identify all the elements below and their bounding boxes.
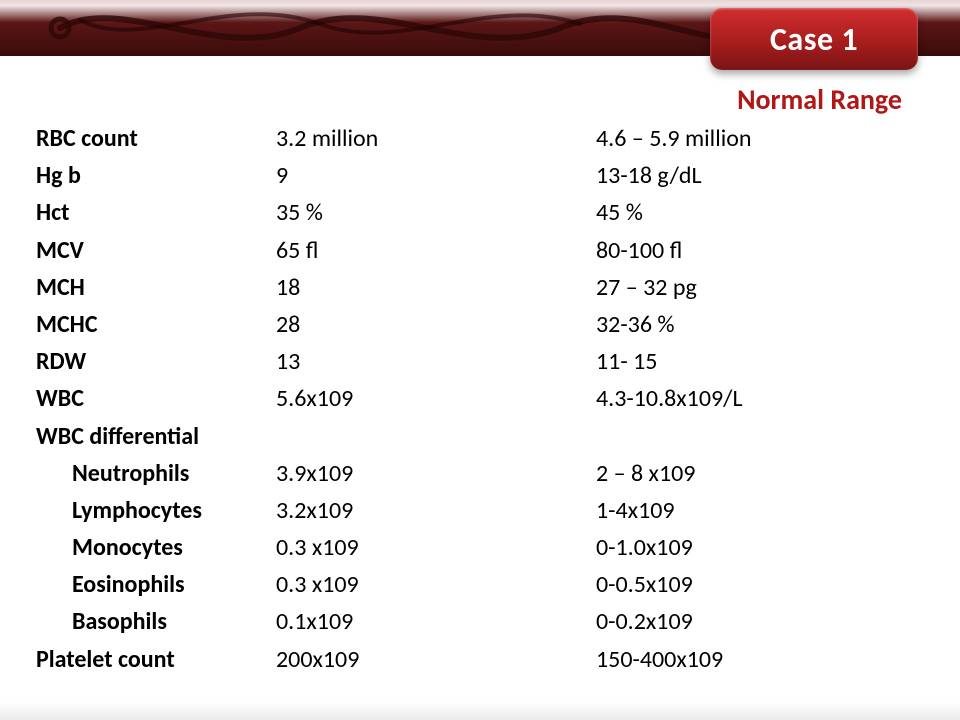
row-label: Monocytes	[36, 529, 276, 566]
table-row: MCH1827 – 32 pg	[36, 269, 924, 306]
case-title-badge: Case 1	[710, 8, 918, 70]
row-label: Platelet count	[36, 641, 276, 678]
row-normal-range: 150-400x109	[556, 641, 924, 678]
row-normal-range: 32-36 %	[556, 306, 924, 343]
row-value: 3.9x109	[276, 455, 556, 492]
row-value: 5.6x109	[276, 380, 556, 417]
row-label: Lymphocytes	[36, 492, 276, 529]
row-label: MCH	[36, 269, 276, 306]
table-row: Basophils0.1x1090-0.2x109	[36, 603, 924, 640]
row-label: RBC count	[36, 120, 276, 157]
row-value: 0.3 x109	[276, 529, 556, 566]
row-label: Basophils	[36, 603, 276, 640]
row-normal-range: 4.6 – 5.9 million	[556, 120, 924, 157]
row-label: Hct	[36, 194, 276, 231]
row-label: Hg b	[36, 157, 276, 194]
row-label: MCV	[36, 232, 276, 269]
row-normal-range: 11- 15	[556, 343, 924, 380]
row-value: 13	[276, 343, 556, 380]
table-row: RDW1311- 15	[36, 343, 924, 380]
row-value: 9	[276, 157, 556, 194]
row-value: 0.3 x109	[276, 566, 556, 603]
table-row: Platelet count200x109150-400x109	[36, 641, 924, 678]
table-row: MCV65 fl80-100 fl	[36, 232, 924, 269]
case-title-text: Case 1	[770, 20, 858, 59]
table-row: Monocytes0.3 x1090-1.0x109	[36, 529, 924, 566]
normal-range-header: Normal Range	[737, 82, 902, 117]
table-row: Hg b913-18 g/dL	[36, 157, 924, 194]
table-row: RBC count3.2 million4.6 – 5.9 million	[36, 120, 924, 157]
row-value: 200x109	[276, 641, 556, 678]
row-value: 28	[276, 306, 556, 343]
row-normal-range: 2 – 8 x109	[556, 455, 924, 492]
row-normal-range: 0-1.0x109	[556, 529, 924, 566]
row-normal-range: 4.3-10.8x109/L	[556, 380, 924, 417]
row-label: MCHC	[36, 306, 276, 343]
row-label: Eosinophils	[36, 566, 276, 603]
row-label: RDW	[36, 343, 276, 380]
row-normal-range: 13-18 g/dL	[556, 157, 924, 194]
row-normal-range: 1-4x109	[556, 492, 924, 529]
row-label: Neutrophils	[36, 455, 276, 492]
table-row: Eosinophils0.3 x1090-0.5x109	[36, 566, 924, 603]
row-value: 35 %	[276, 194, 556, 231]
row-normal-range: 80-100 fl	[556, 232, 924, 269]
table-row: Lymphocytes3.2x1091-4x109	[36, 492, 924, 529]
row-value: 0.1x109	[276, 603, 556, 640]
table-row: WBC differential	[36, 418, 924, 455]
table-row: MCHC2832-36 %	[36, 306, 924, 343]
table-row: WBC5.6x1094.3-10.8x109/L	[36, 380, 924, 417]
row-normal-range: 45 %	[556, 194, 924, 231]
lab-results-table: RBC count3.2 million4.6 – 5.9 millionHg …	[36, 120, 924, 678]
row-normal-range: 27 – 32 pg	[556, 269, 924, 306]
row-label: WBC	[36, 380, 276, 417]
row-label: WBC differential	[36, 418, 276, 455]
table-row: Hct35 %45 %	[36, 194, 924, 231]
row-value: 65 fl	[276, 232, 556, 269]
row-normal-range: 0-0.5x109	[556, 566, 924, 603]
row-value: 3.2 million	[276, 120, 556, 157]
row-normal-range: 0-0.2x109	[556, 603, 924, 640]
decorative-bottom-fade	[0, 702, 960, 720]
row-value: 3.2x109	[276, 492, 556, 529]
table-row: Neutrophils3.9x1092 – 8 x109	[36, 455, 924, 492]
row-value: 18	[276, 269, 556, 306]
